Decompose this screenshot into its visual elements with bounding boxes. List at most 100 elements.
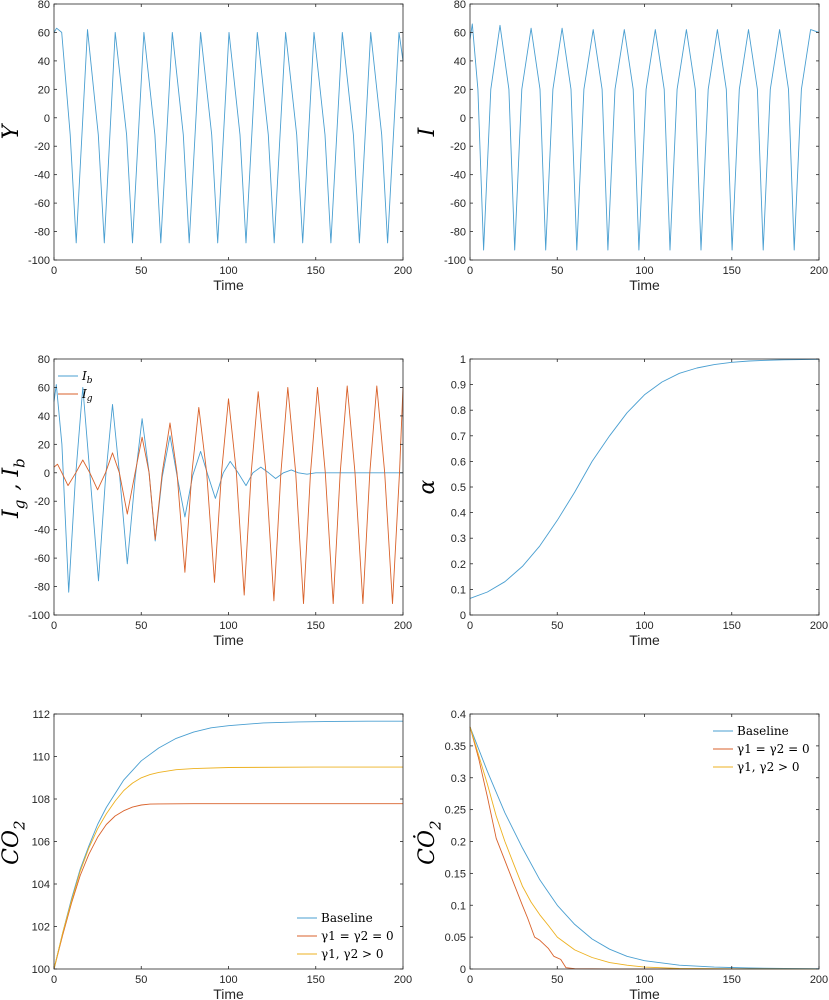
y-tick-label: 20	[38, 439, 50, 451]
x-tick-label: 100	[635, 974, 653, 986]
y-tick-label: -60	[450, 198, 466, 210]
y-tick-label: 0	[460, 610, 466, 622]
legend: Baseline γ1 = γ2 = 0 γ1, γ2 > 0	[713, 724, 810, 774]
legend-entry: γ1 = γ2 = 0	[321, 929, 394, 943]
x-axis-label: Time	[213, 277, 244, 293]
y-tick-label: 1	[460, 354, 466, 366]
y-tick-label: -20	[34, 496, 50, 508]
y-tick-label: 20	[38, 84, 50, 96]
y-tick-label: 0.1	[451, 584, 466, 596]
y-tick-label: 0	[44, 468, 50, 480]
x-tick-label: 50	[135, 620, 147, 632]
y-tick-label: 80	[454, 0, 466, 11]
x-tick-label: 100	[219, 974, 237, 986]
series-line-0	[469, 358, 820, 599]
x-tick-label: 150	[723, 265, 741, 277]
y-axis-label: Ig , Ib	[0, 456, 29, 519]
x-tick-label: 0	[51, 974, 57, 986]
y-tick-label: 0.6	[451, 456, 466, 468]
y-tick-label: -80	[34, 227, 50, 239]
axes-frame	[53, 358, 404, 616]
x-tick-label: 200	[394, 265, 412, 277]
panel-co2dot: 0 50 100 150 200 0 0.05 0.1 0.15 0.2 0.25 0.3 0.35 0.…	[413, 709, 828, 1000]
y-tick-label: -40	[450, 170, 466, 182]
x-tick-label: 100	[635, 265, 653, 277]
y-tick-label: 60	[38, 27, 50, 39]
series-line--1-2-0	[53, 766, 403, 970]
legend-entry: γ1, γ2 > 0	[737, 760, 800, 774]
panel-alpha: 0 50 100 150 200 0 0.1 0.2 0.3 0.4 0.5 0.6 0.7 0.8 0.9…	[415, 354, 828, 648]
y-tick-label: -20	[450, 141, 466, 153]
y-tick-label: 0	[460, 964, 466, 976]
x-tick-label: 150	[307, 974, 325, 986]
legend-entry: γ1 = γ2 = 0	[737, 742, 810, 756]
x-tick-label: 0	[467, 265, 473, 277]
x-tick-label: 50	[135, 974, 147, 986]
y-tick-label: 0.3	[451, 533, 466, 545]
y-tick-label: -80	[450, 227, 466, 239]
series-line-0	[53, 27, 404, 244]
x-tick-label: 150	[723, 974, 741, 986]
y-tick-label: 0.8	[451, 405, 466, 417]
y-axis-label: I	[415, 126, 440, 137]
y-tick-label: -100	[28, 610, 50, 622]
x-tick-label: 150	[307, 620, 325, 632]
y-tick-label: 0	[460, 113, 466, 125]
legend-entry: Ig	[81, 387, 93, 404]
legend-entry: Baseline	[321, 911, 373, 925]
x-tick-label: 50	[135, 265, 147, 277]
y-tick-label: 0.05	[445, 932, 466, 944]
x-axis-label: Time	[629, 277, 660, 293]
x-tick-label: 200	[810, 620, 828, 632]
series-line--1-2-0	[53, 803, 403, 970]
y-tick-label: 0.5	[451, 482, 466, 494]
y-tick-label: 0.25	[445, 805, 466, 817]
panel-co2: 0 50 100 150 200 100 102 104 106 108 110 112 Time CO2…	[0, 709, 412, 1000]
y-tick-label: 110	[32, 752, 50, 764]
y-axis-label: Y	[0, 122, 24, 139]
y-tick-label: 102	[32, 922, 50, 934]
y-tick-label: 0.2	[451, 559, 466, 571]
y-tick-label: 40	[38, 411, 50, 423]
y-tick-label: -40	[34, 170, 50, 182]
x-tick-label: 100	[219, 265, 237, 277]
y-axis-label: CO2	[0, 818, 29, 865]
x-tick-label: 150	[723, 620, 741, 632]
series-line-0	[469, 23, 820, 251]
y-tick-label: -60	[34, 553, 50, 565]
y-tick-label: 80	[38, 0, 50, 11]
y-tick-label: 80	[38, 354, 50, 366]
y-tick-label: 100	[32, 964, 50, 976]
y-tick-label: 0.35	[445, 741, 466, 753]
y-tick-label: 60	[38, 382, 50, 394]
y-tick-label: 108	[32, 794, 50, 806]
y-tick-label: 0.3	[451, 773, 466, 785]
y-axis-label: CȮ2	[413, 818, 445, 865]
legend-entry: Baseline	[737, 724, 789, 738]
y-tick-label: -20	[34, 141, 50, 153]
series-line-i-g	[53, 385, 404, 605]
legend: Baseline γ1 = γ2 = 0 γ1, γ2 > 0	[297, 911, 394, 961]
y-tick-label: 112	[32, 709, 50, 721]
x-tick-label: 200	[810, 265, 828, 277]
x-tick-label: 0	[51, 620, 57, 632]
y-tick-label: -100	[444, 255, 466, 267]
panel-y: 0 50 100 150 200 -100 -80 -60 -40 -20 0 20 40 60 80 Tim…	[0, 0, 412, 293]
y-tick-label: -80	[34, 582, 50, 594]
y-tick-label: 0.2	[451, 837, 466, 849]
y-tick-label: 0	[44, 113, 50, 125]
y-tick-label: 106	[32, 837, 50, 849]
panel-i: 0 50 100 150 200 -100 -80 -60 -40 -20 0 20 40 60 80 Tim…	[415, 0, 828, 293]
axes-frame	[469, 358, 820, 616]
x-tick-label: 100	[635, 620, 653, 632]
y-tick-label: -100	[28, 255, 50, 267]
y-axis-label: α	[415, 479, 440, 494]
x-tick-label: 100	[219, 620, 237, 632]
y-tick-label: 0.15	[445, 868, 466, 880]
x-tick-label: 150	[307, 265, 325, 277]
y-tick-label: -40	[34, 525, 50, 537]
y-tick-label: 104	[32, 879, 50, 891]
series-line-baseline	[53, 720, 403, 970]
